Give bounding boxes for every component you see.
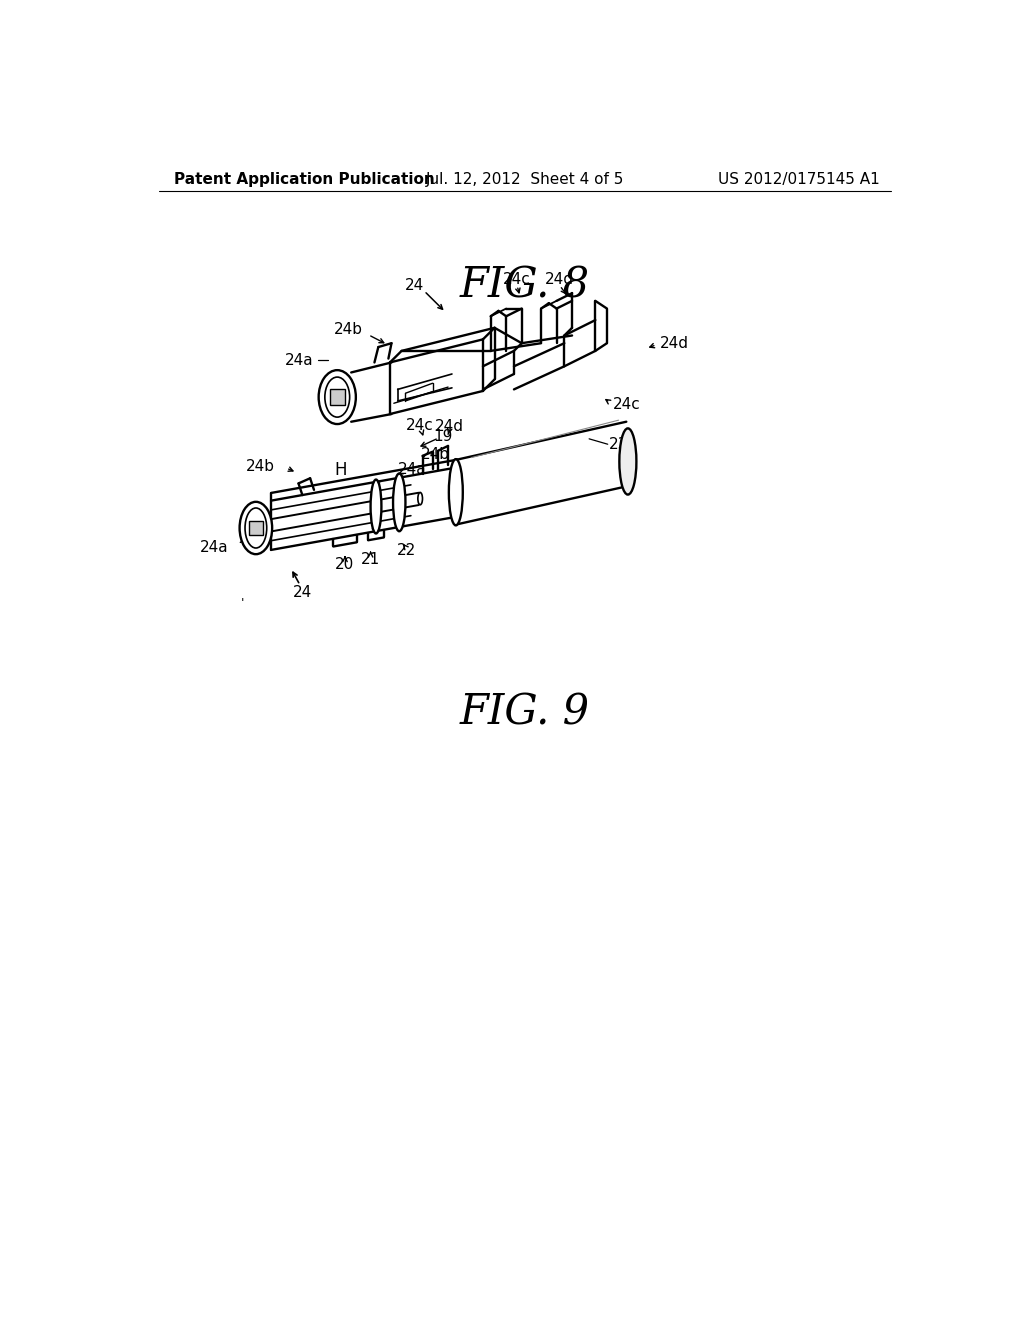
Text: 24a: 24a [397,462,426,477]
Bar [249,521,263,535]
Ellipse shape [449,459,463,525]
Text: 24a: 24a [286,352,314,368]
Text: 24d: 24d [545,272,573,286]
Text: 24c: 24c [503,272,530,286]
Text: 24d: 24d [435,418,464,434]
Text: Patent Application Publication: Patent Application Publication [174,172,435,186]
Text: 24c: 24c [407,418,434,433]
Text: 24: 24 [406,279,424,293]
Text: H: H [335,462,347,479]
Text: 20: 20 [336,557,354,572]
Text: 24b: 24b [421,446,450,462]
Ellipse shape [418,492,423,504]
Text: 24b: 24b [334,322,362,337]
Text: 24b: 24b [246,459,275,474]
Ellipse shape [318,370,356,424]
Text: FIG. 8: FIG. 8 [460,264,590,306]
Text: US 2012/0175145 A1: US 2012/0175145 A1 [718,172,880,186]
Text: 24: 24 [293,585,312,601]
Ellipse shape [393,474,406,531]
Ellipse shape [371,479,381,533]
Ellipse shape [620,429,636,495]
Text: FIG. 9: FIG. 9 [460,692,590,734]
Bar [330,389,345,405]
Text: 24a: 24a [200,540,228,556]
Text: Jul. 12, 2012  Sheet 4 of 5: Jul. 12, 2012 Sheet 4 of 5 [426,172,624,186]
Text: 19: 19 [434,429,453,444]
Text: ': ' [241,597,245,610]
Text: 24c: 24c [613,397,641,412]
Text: 24d: 24d [659,335,689,351]
Text: 23: 23 [608,437,628,451]
Ellipse shape [240,502,272,554]
Text: 22: 22 [397,544,417,558]
Text: 21: 21 [360,552,380,568]
